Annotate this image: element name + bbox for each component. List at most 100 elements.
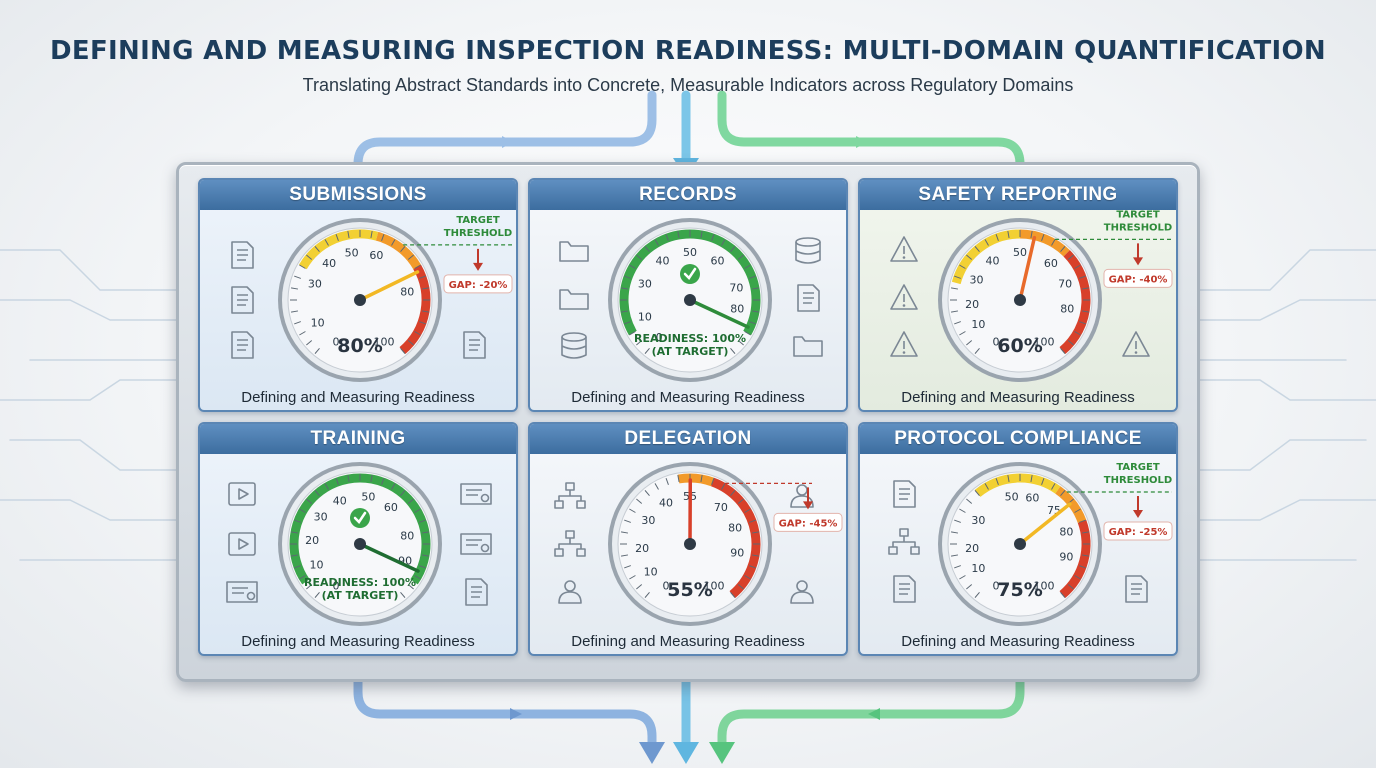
gauge-tick-mark <box>314 347 320 354</box>
gauge-tick-mark <box>995 234 999 241</box>
gauge-tick-mark <box>294 565 301 569</box>
gauge-tick-mark <box>391 483 396 490</box>
gauge-tick-mark <box>644 347 650 354</box>
panel-caption: Defining and Measuring Readiness <box>901 389 1135 406</box>
gauge-color-band <box>951 229 1021 285</box>
gauge-needle <box>688 298 750 329</box>
gauge-tick-label: 10 <box>971 318 985 331</box>
gauge-tick-mark <box>629 575 636 580</box>
gauge-tick-mark <box>370 230 373 239</box>
gauge-tick-label: 30 <box>641 514 655 527</box>
gauge-tick-label: 0 <box>993 336 1000 349</box>
warning-clipboard-icon <box>890 284 918 310</box>
gauge-tick-label: 30 <box>314 510 328 523</box>
gauge-tick-mark <box>636 340 643 346</box>
gauge-value-label: 80% <box>337 335 382 357</box>
gauge-tick-mark <box>290 287 299 290</box>
gauge-tick-mark <box>294 321 301 325</box>
gauge-tick-mark <box>1079 565 1086 569</box>
gauge-tick-mark <box>421 310 430 313</box>
gauge-tick-mark <box>1041 478 1045 485</box>
document-icon <box>463 331 486 359</box>
gap-label: GAP: -25% <box>1109 527 1168 538</box>
gauge-tick-mark <box>959 331 966 336</box>
gap-arrow-head <box>1133 509 1143 518</box>
gauge-tick-mark <box>737 584 744 590</box>
arrow-head-top-green-mid <box>856 136 868 148</box>
panel-training: TRAINING 0 10 20 30 40 50 60 80 90 READINESS: 100… <box>198 422 518 656</box>
gauge-tick-label: 40 <box>322 257 336 270</box>
gauge-tick-mark <box>711 234 715 241</box>
gauge-tick-mark <box>751 287 760 290</box>
gauge-tick-mark <box>730 246 736 253</box>
gauge-tick-label: 80 <box>1059 526 1073 539</box>
gauge-tick-mark <box>400 490 406 497</box>
gauge-tick-label: 50 <box>345 247 359 260</box>
gauge-tick-mark <box>421 531 430 534</box>
gap-badge <box>443 274 513 294</box>
gauge-tick-label: 80 <box>728 522 742 535</box>
gauge-tick-label: 100 <box>704 580 725 593</box>
gauge-tick-label: 10 <box>311 317 325 330</box>
gauge-tick-mark <box>419 321 426 325</box>
gauge-tick-mark <box>290 554 299 557</box>
gauge-tick-label: 60 <box>711 255 725 268</box>
gauge-tick-mark <box>644 490 650 497</box>
gauge-tick-mark <box>954 321 961 325</box>
gauge-tick-mark <box>629 264 636 269</box>
gauge-tick-mark <box>974 591 980 598</box>
gauge-tick-mark <box>644 246 650 253</box>
gauge-tick-mark <box>984 239 989 246</box>
flowchart-icon <box>888 528 920 555</box>
gauge-tick-label: 50 <box>683 246 697 259</box>
gauge-tick-label: 40 <box>985 255 999 268</box>
gauge-tick-mark <box>335 478 339 485</box>
gauge-tick-mark <box>419 519 426 523</box>
gauge-tick-mark <box>959 508 966 513</box>
gauge-color-band <box>1019 229 1070 257</box>
gauge-area: 0102030405570809010055%GAP: -45% <box>554 462 843 626</box>
check-icon <box>680 264 700 284</box>
gauge-tick-mark <box>677 474 680 483</box>
document-icon <box>231 241 254 269</box>
gauge-tick-mark <box>677 230 680 239</box>
gauge-tick-mark <box>400 591 406 598</box>
gauge-tick-mark <box>414 508 421 513</box>
gauge-tick-mark <box>314 591 320 598</box>
gauge-tick-label: 100 <box>374 336 395 349</box>
gauge-tick-mark <box>421 287 430 290</box>
gauge-needle <box>358 542 420 573</box>
gauge-needle <box>1018 235 1037 302</box>
arrow-head-bottom-blue <box>639 742 665 764</box>
gauge-tick-mark <box>324 239 329 246</box>
gauge-tick-mark <box>730 490 736 497</box>
gauge-tick-mark <box>984 483 989 490</box>
gauge-tick-label: 0 <box>333 336 340 349</box>
gauge-tick-mark <box>1081 310 1090 313</box>
gauge-tick-label: 10 <box>309 558 323 571</box>
gauge-tick-mark <box>1060 591 1066 598</box>
gauge-tick-mark <box>966 340 973 346</box>
arrow-head-bottom-cyan <box>673 742 699 764</box>
target-label: TARGET <box>456 215 500 226</box>
gauge-tick-label: 40 <box>655 255 669 268</box>
approved-document-icon <box>231 331 254 359</box>
certificate-icon <box>460 533 492 555</box>
gauge-tick-mark <box>1074 264 1081 269</box>
gauge-tick-mark <box>954 565 961 569</box>
gauge-hub <box>354 294 366 306</box>
check-mark <box>353 511 367 524</box>
gauge-tick-label: 0 <box>993 580 1000 593</box>
gauge-tick-mark <box>299 264 306 269</box>
warning-diamond-icon <box>890 331 918 357</box>
panel-records: RECORDS 0 10 30 40 50 60 70 80 READINESS: 100% (A… <box>528 178 848 412</box>
gauge-tick-mark <box>1074 331 1081 336</box>
gauge-tick-mark <box>1081 287 1090 290</box>
gauge-tick-label: 0 <box>656 331 663 344</box>
gauge-tick-mark <box>654 483 659 490</box>
panel-title: SAFETY REPORTING <box>860 180 1176 210</box>
users-icon <box>790 580 814 604</box>
panel-title: SUBMISSIONS <box>200 180 516 210</box>
gauge-tick-mark <box>620 531 629 534</box>
